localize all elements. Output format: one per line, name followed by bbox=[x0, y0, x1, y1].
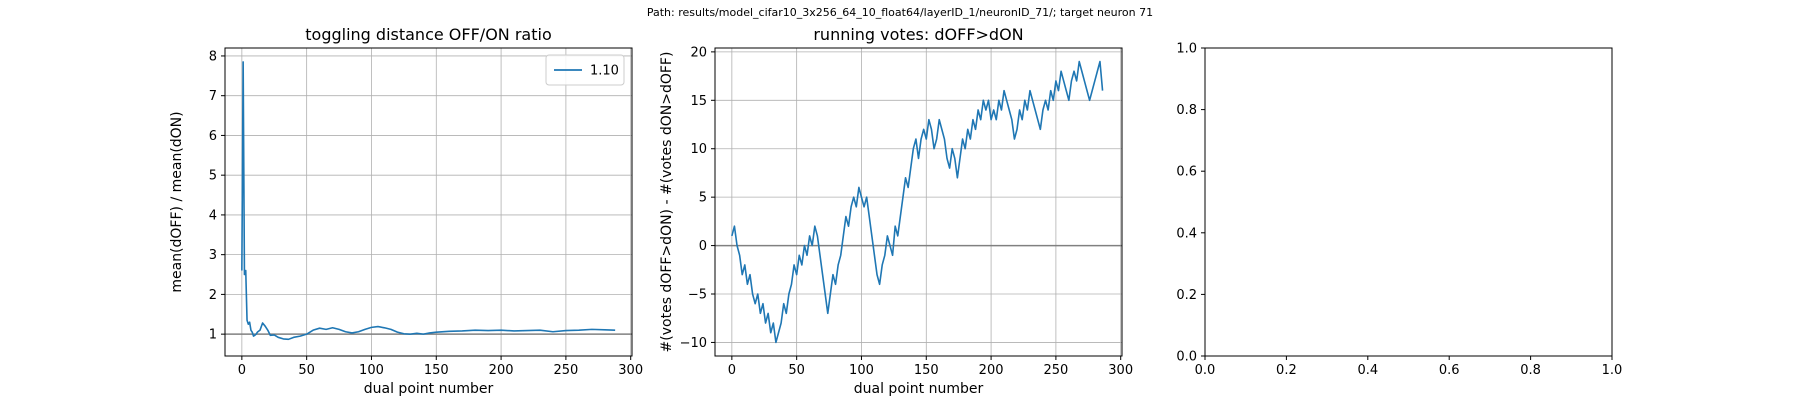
y-tick-label: 0.4 bbox=[1176, 226, 1197, 241]
y-tick-label: 4 bbox=[209, 208, 217, 223]
x-tick-label: 200 bbox=[979, 363, 1004, 378]
x-axis-label: dual point number bbox=[364, 381, 494, 397]
y-tick-label: 0.6 bbox=[1176, 165, 1197, 180]
series-line bbox=[241, 61, 616, 341]
x-tick-label: 150 bbox=[424, 363, 449, 378]
axes-title: running votes: dOFF>dON bbox=[813, 25, 1023, 44]
x-tick-label: 0.4 bbox=[1357, 363, 1378, 378]
x-tick-label: 250 bbox=[1043, 363, 1068, 378]
x-tick-label: 0.8 bbox=[1520, 363, 1541, 378]
y-tick-label: 10 bbox=[690, 142, 707, 157]
y-tick-label: 7 bbox=[209, 89, 217, 104]
x-tick-label: 1.0 bbox=[1602, 363, 1623, 378]
x-tick-label: 100 bbox=[359, 363, 384, 378]
y-tick-label: −5 bbox=[688, 288, 707, 303]
y-tick-label: 0 bbox=[699, 239, 707, 254]
legend-box bbox=[545, 54, 625, 86]
x-tick-label: 250 bbox=[553, 363, 578, 378]
legend-entry-label: 1.10 bbox=[590, 64, 619, 79]
x-tick-label: 0.6 bbox=[1439, 363, 1460, 378]
subplot-running-votes: running votes: dOFF>dON dual point numbe… bbox=[659, 25, 1133, 397]
x-tick-label: 0 bbox=[728, 363, 736, 378]
y-tick-label: 1.0 bbox=[1176, 42, 1197, 57]
x-tick-label: 0.2 bbox=[1276, 363, 1297, 378]
y-tick-label: 0.8 bbox=[1176, 103, 1197, 118]
y-tick-label: 8 bbox=[209, 49, 217, 64]
y-tick-label: 2 bbox=[209, 288, 217, 303]
x-axis-label: dual point number bbox=[854, 381, 984, 397]
y-tick-label: −10 bbox=[680, 336, 707, 351]
axes-frame bbox=[1204, 47, 1613, 357]
y-tick-label: 5 bbox=[699, 191, 707, 206]
x-tick-label: 50 bbox=[788, 363, 805, 378]
x-tick-label: 150 bbox=[914, 363, 939, 378]
figure-suptitle: Path: results/model_cifar10_3x256_64_10_… bbox=[647, 6, 1153, 19]
y-tick-label: 0.0 bbox=[1176, 350, 1197, 365]
x-tick-label: 200 bbox=[489, 363, 514, 378]
y-tick-label: 6 bbox=[209, 129, 217, 144]
axes-title: toggling distance OFF/ON ratio bbox=[305, 25, 551, 44]
x-tick-label: 300 bbox=[1108, 363, 1133, 378]
y-tick-label: 5 bbox=[209, 169, 217, 184]
x-tick-label: 100 bbox=[849, 363, 874, 378]
axes-frame bbox=[224, 47, 633, 357]
y-tick-label: 1 bbox=[209, 328, 217, 343]
y-tick-label: 3 bbox=[209, 248, 217, 263]
subplot-empty: 0.0 0.2 0.4 0.6 0.8 1.0 0.0 0.2 0.4 0.6 0.8 1.0 bbox=[1176, 42, 1622, 379]
x-tick-label: 0.0 bbox=[1195, 363, 1216, 378]
y-axis-label: #(votes dOFF>dON) - #(votes dON>dOFF) bbox=[659, 52, 675, 353]
x-tick-label: 300 bbox=[618, 363, 643, 378]
y-axis-label: mean(dOFF) / mean(dON) bbox=[169, 111, 185, 292]
series-line bbox=[731, 60, 1104, 344]
subplot-toggling-distance-ratio: toggling distance OFF/ON ratio dual poin… bbox=[169, 25, 643, 397]
axes-frame bbox=[714, 47, 1123, 357]
y-tick-label: 15 bbox=[690, 94, 707, 109]
x-tick-label: 50 bbox=[298, 363, 315, 378]
x-tick-label: 0 bbox=[238, 363, 246, 378]
y-tick-label: 0.2 bbox=[1176, 288, 1197, 303]
y-tick-label: 20 bbox=[690, 45, 707, 60]
